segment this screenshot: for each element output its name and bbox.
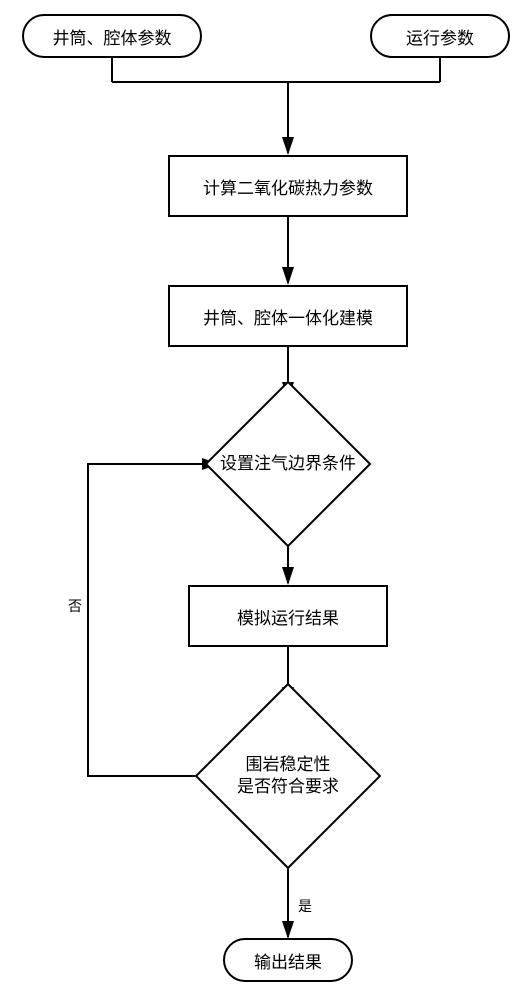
decision-surrounding-rock-stability-label: 围岩稳定性 是否符合要求 (203, 754, 373, 798)
branch-no-label: 否 (68, 596, 82, 616)
decision2-line1: 围岩稳定性 (246, 755, 331, 774)
flowchart-canvas: 井筒、腔体参数 运行参数 计算二氧化碳热力参数 井筒、腔体一体化建模 设置注气边… (0, 0, 532, 1000)
input-operation-params-label: 运行参数 (406, 24, 474, 49)
branch-yes-label: 是 (298, 896, 312, 916)
step-simulate-results: 模拟运行结果 (188, 585, 388, 647)
output-result: 输出结果 (223, 938, 353, 982)
decision2-line2: 是否符合要求 (237, 777, 339, 796)
input-wellbore-cavity-params-label: 井筒、腔体参数 (53, 24, 172, 49)
step-simulate-results-label: 模拟运行结果 (237, 604, 339, 629)
step-compute-co2-thermal: 计算二氧化碳热力参数 (168, 155, 408, 217)
output-result-label: 输出结果 (254, 948, 322, 973)
step-integrated-modeling: 井筒、腔体一体化建模 (168, 285, 408, 347)
decision-set-injection-bc-label: 设置注气边界条件 (203, 453, 373, 475)
decision-set-injection-bc: 设置注气边界条件 (229, 405, 347, 523)
input-operation-params: 运行参数 (370, 14, 510, 58)
step-compute-co2-thermal-label: 计算二氧化碳热力参数 (203, 174, 373, 199)
input-wellbore-cavity-params: 井筒、腔体参数 (22, 14, 202, 58)
decision-surrounding-rock-stability: 围岩稳定性 是否符合要求 (222, 710, 354, 842)
step-integrated-modeling-label: 井筒、腔体一体化建模 (203, 304, 373, 329)
